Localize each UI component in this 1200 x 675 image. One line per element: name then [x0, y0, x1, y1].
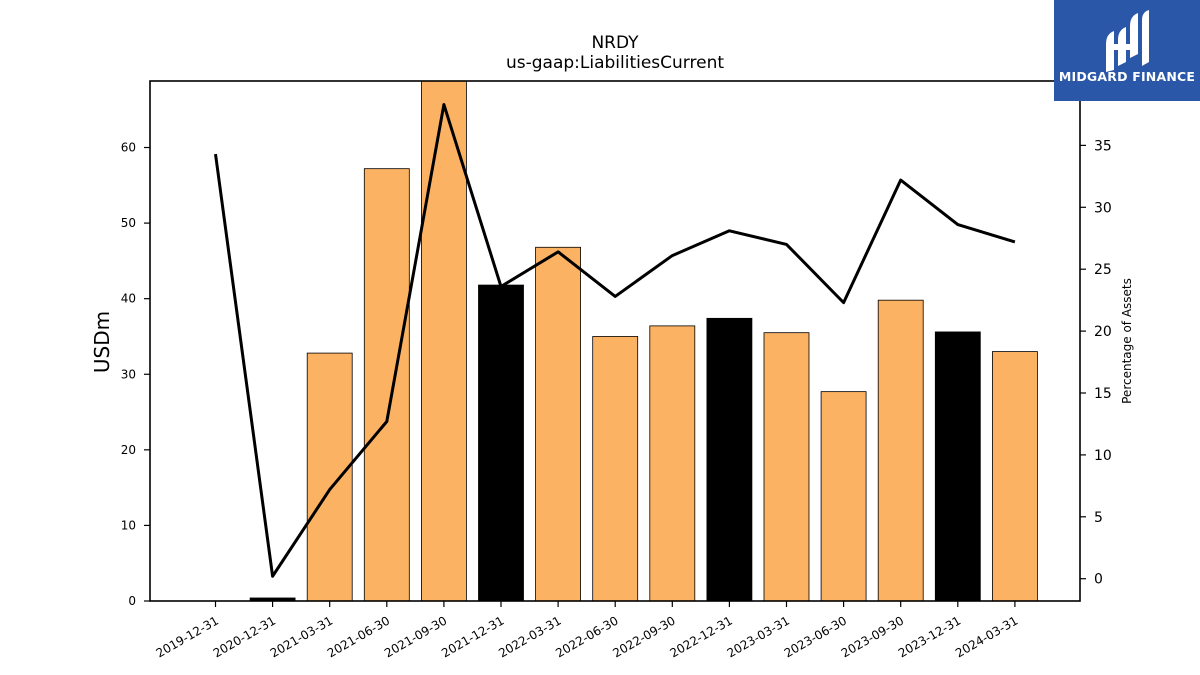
bar-2021-09-30 — [420, 80, 467, 602]
bar-2022-09-30 — [649, 325, 696, 602]
y-tick-label: 50 — [121, 216, 136, 230]
bar-2021-06-30 — [363, 168, 410, 602]
x-tick-label: 2023-06-30 — [782, 613, 849, 660]
y-tick-label: 30 — [121, 367, 136, 381]
bar-2023-12-31 — [934, 331, 981, 602]
x-tick-label: 2020-12-31 — [211, 613, 278, 660]
chart-title: NRDY — [591, 33, 639, 53]
x-tick-label: 2021-03-31 — [268, 613, 335, 660]
y-tick-label: 0 — [128, 594, 136, 608]
y-tick-label: 20 — [121, 443, 136, 457]
logo-text: MIDGARD FINANCE — [1059, 69, 1195, 84]
y-tick-label: 10 — [121, 518, 136, 532]
x-tick-label: 2023-03-31 — [725, 613, 792, 660]
y-tick-label: 60 — [121, 141, 136, 155]
logo-background — [1054, 0, 1200, 101]
bar-2023-03-31 — [763, 332, 810, 602]
bar-2021-12-31 — [478, 284, 524, 602]
x-tick-label: 2021-12-31 — [439, 613, 506, 660]
x-tick-label: 2022-12-31 — [667, 613, 734, 660]
bar-2023-09-30 — [877, 299, 924, 602]
y-axis-label: USDm — [90, 311, 114, 373]
y2-tick-label: 10 — [1094, 448, 1112, 464]
x-tick-label: 2021-06-30 — [325, 613, 392, 660]
bars-layer — [249, 80, 1038, 602]
y-tick-label: 40 — [121, 292, 136, 306]
x-tick-label: 2022-03-31 — [496, 613, 563, 660]
percentage-line — [214, 103, 1016, 578]
bar-2021-03-31 — [306, 352, 353, 602]
y2-tick-label: 25 — [1094, 262, 1112, 278]
y2-tick-label: 5 — [1094, 510, 1103, 526]
y2-tick-label: 35 — [1094, 138, 1112, 154]
y2-axis-label: Percentage of Assets — [1120, 278, 1134, 404]
y2-tick-label: 0 — [1094, 572, 1103, 588]
line-layer — [214, 103, 1016, 578]
x-tick-label: 2022-06-30 — [553, 613, 620, 660]
x-tick-label: 2022-09-30 — [610, 613, 677, 660]
y2-tick-label: 20 — [1094, 324, 1112, 340]
logo: MIDGARD FINANCE — [1054, 0, 1200, 101]
bar-2022-06-30 — [592, 336, 639, 602]
x-tick-label: 2023-09-30 — [839, 613, 906, 660]
chart-subtitle: us-gaap:LiabilitiesCurrent — [506, 53, 724, 73]
logo-mark-icon — [1106, 10, 1149, 72]
bar-2023-06-30 — [820, 391, 867, 602]
bar-2022-12-31 — [706, 317, 753, 602]
y2-tick-label: 30 — [1094, 200, 1112, 216]
bar-2022-03-31 — [535, 246, 581, 602]
bar-2024-03-31 — [992, 351, 1038, 602]
x-tick-label: 2021-09-30 — [382, 613, 449, 660]
y2-tick-label: 15 — [1094, 386, 1112, 402]
x-tick-label: 2019-12-31 — [154, 613, 221, 660]
x-tick-label: 2023-12-31 — [896, 613, 963, 660]
x-tick-label: 2024-03-31 — [953, 613, 1020, 660]
